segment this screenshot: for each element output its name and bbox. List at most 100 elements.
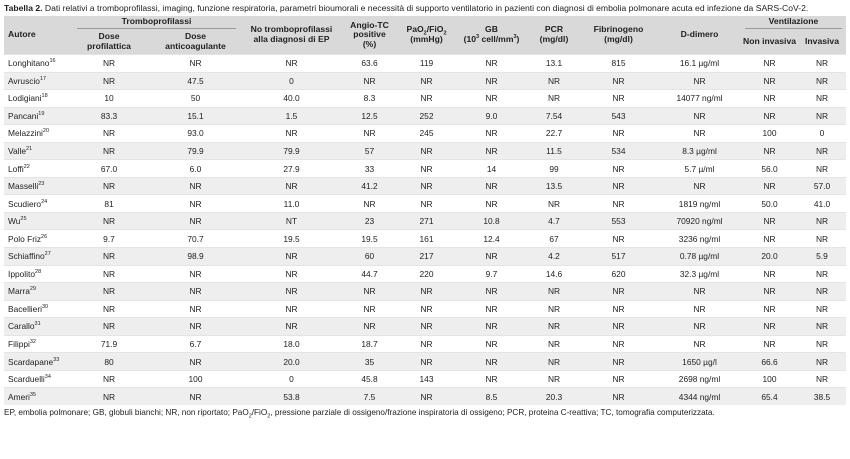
table-header: Autore Tromboprofilassi No tromboprofila… (4, 16, 847, 55)
table-row: Longhitano16 NR NR NR 63.6 119 NR 13.1 815 16.1 µ… (4, 54, 847, 73)
cell-fibrinogeno: NR (579, 282, 658, 301)
cell-invasiva: NR (798, 106, 847, 125)
cell-angio-tc: NR (340, 71, 399, 90)
cell-d-dimero: 32.3 µg/ml (658, 264, 741, 283)
cell-pao2-fio2: 143 (399, 369, 454, 388)
header-gb: GB (103 cell/mm3) (454, 16, 529, 55)
cell-angio-tc: 44.7 (340, 264, 399, 283)
cell-fibrinogeno: NR (579, 369, 658, 388)
cell-fibrinogeno: NR (579, 89, 658, 108)
cell-pcr: NR (529, 89, 579, 108)
cell-pao2-fio2: NR (399, 299, 454, 318)
cell-d-dimero: 3236 ng/ml (658, 229, 741, 248)
cell-gb: NR (454, 369, 529, 388)
cell-fibrinogeno: 534 (579, 141, 658, 160)
cell-autore: Valle21 (4, 141, 70, 160)
cell-invasiva: NR (798, 264, 847, 283)
cell-d-dimero: 4344 ng/ml (658, 387, 741, 405)
cell-fibrinogeno: 553 (579, 211, 658, 230)
cell-angio-tc: 35 (340, 352, 399, 371)
cell-non-invasiva: NR (741, 229, 798, 248)
cell-dose-profilattica: 71.9 (70, 334, 148, 353)
cell-dose-anticoagulante: 6.0 (148, 159, 243, 178)
cell-d-dimero: NR (658, 176, 741, 195)
table-row: Scardapane33 80 NR 20.0 35 NR NR NR NR 1650 µg/l 6… (4, 352, 847, 371)
cell-dose-anticoagulante: NR (148, 352, 243, 371)
cell-no-tromboprofilassi: NR (243, 282, 340, 301)
cell-non-invasiva: NR (741, 317, 798, 336)
header-tromboprofilassi: Tromboprofilassi (70, 16, 243, 30)
header-non-invasiva: Non invasiva (741, 30, 798, 55)
cell-non-invasiva: NR (741, 299, 798, 318)
cell-d-dimero: 5.7 µ/ml (658, 159, 741, 178)
cell-d-dimero: NR (658, 71, 741, 90)
cell-pao2-fio2: 271 (399, 211, 454, 230)
cell-fibrinogeno: 543 (579, 106, 658, 125)
table-body: Longhitano16 NR NR NR 63.6 119 NR 13.1 815 16.1 µ… (4, 54, 847, 405)
header-ventilazione: Ventilazione (741, 16, 847, 30)
table-row: Polo Friz26 9.7 70.7 19.5 19.5 161 12.4 67 NR 323… (4, 229, 847, 248)
cell-dose-profilattica: 83.3 (70, 106, 148, 125)
cell-angio-tc: NR (340, 194, 399, 213)
cell-autore: Carallo31 (4, 317, 70, 336)
cell-no-tromboprofilassi: 79.9 (243, 141, 340, 160)
cell-angio-tc: 8.3 (340, 89, 399, 108)
cell-angio-tc: 57 (340, 141, 399, 160)
cell-dose-anticoagulante: 15.1 (148, 106, 243, 125)
header-invasiva: Invasiva (798, 30, 847, 55)
cell-d-dimero: NR (658, 106, 741, 125)
table-row: Schiaffino27 NR 98.9 NR 60 217 NR 4.2 517 0.78 µg… (4, 247, 847, 266)
cell-d-dimero: 16.1 µg/ml (658, 54, 741, 73)
cell-no-tromboprofilassi: 19.5 (243, 229, 340, 248)
cell-fibrinogeno: NR (579, 387, 658, 405)
cell-non-invasiva: NR (741, 282, 798, 301)
cell-pao2-fio2: NR (399, 352, 454, 371)
cell-invasiva: NR (798, 71, 847, 90)
cell-gb: NR (454, 247, 529, 266)
cell-pao2-fio2: NR (399, 159, 454, 178)
table-row: Masselli23 NR NR NR 41.2 NR NR 13.5 NR NR NR 57.0 (4, 176, 847, 195)
cell-autore: Longhitano16 (4, 54, 70, 73)
cell-dose-anticoagulante: NR (148, 211, 243, 230)
cell-no-tromboprofilassi: 20.0 (243, 352, 340, 371)
cell-dose-profilattica: NR (70, 387, 148, 405)
cell-dose-profilattica: NR (70, 71, 148, 90)
cell-no-tromboprofilassi: 0 (243, 369, 340, 388)
cell-pcr: NR (529, 71, 579, 90)
cell-autore: Scarduelli34 (4, 369, 70, 388)
cell-dose-anticoagulante: NR (148, 387, 243, 405)
cell-pcr: 20.3 (529, 387, 579, 405)
cell-gb: NR (454, 282, 529, 301)
cell-gb: NR (454, 194, 529, 213)
cell-dose-profilattica: NR (70, 369, 148, 388)
cell-fibrinogeno: NR (579, 229, 658, 248)
cell-fibrinogeno: NR (579, 124, 658, 143)
cell-gb: NR (454, 141, 529, 160)
cell-fibrinogeno: NR (579, 71, 658, 90)
cell-gb: NR (454, 352, 529, 371)
table-row: Scarduelli34 NR 100 0 45.8 143 NR NR NR 2698 ng/m… (4, 369, 847, 388)
cell-autore: Bacellieri30 (4, 299, 70, 318)
cell-angio-tc: 18.7 (340, 334, 399, 353)
cell-autore: Ippolito28 (4, 264, 70, 283)
cell-angio-tc: NR (340, 299, 399, 318)
cell-dose-profilattica: 10 (70, 89, 148, 108)
cell-pcr: 14.6 (529, 264, 579, 283)
cell-pcr: 22.7 (529, 124, 579, 143)
cell-autore: Polo Friz26 (4, 229, 70, 248)
cell-invasiva: NR (798, 159, 847, 178)
cell-pcr: 13.5 (529, 176, 579, 195)
cell-gb: 9.0 (454, 106, 529, 125)
table-row: Scudiero24 81 NR 11.0 NR NR NR NR NR 1819 ng/ml 50… (4, 194, 847, 213)
cell-dose-anticoagulante: 98.9 (148, 247, 243, 266)
cell-non-invasiva: 56.0 (741, 159, 798, 178)
cell-pao2-fio2: NR (399, 334, 454, 353)
cell-fibrinogeno: NR (579, 299, 658, 318)
cell-pcr: 7.54 (529, 106, 579, 125)
cell-gb: 14 (454, 159, 529, 178)
cell-gb: NR (454, 317, 529, 336)
cell-no-tromboprofilassi: NR (243, 247, 340, 266)
cell-gb: 12.4 (454, 229, 529, 248)
cell-invasiva: NR (798, 211, 847, 230)
table-row: Pancani19 83.3 15.1 1.5 12.5 252 9.0 7.54 543 NR N… (4, 106, 847, 125)
